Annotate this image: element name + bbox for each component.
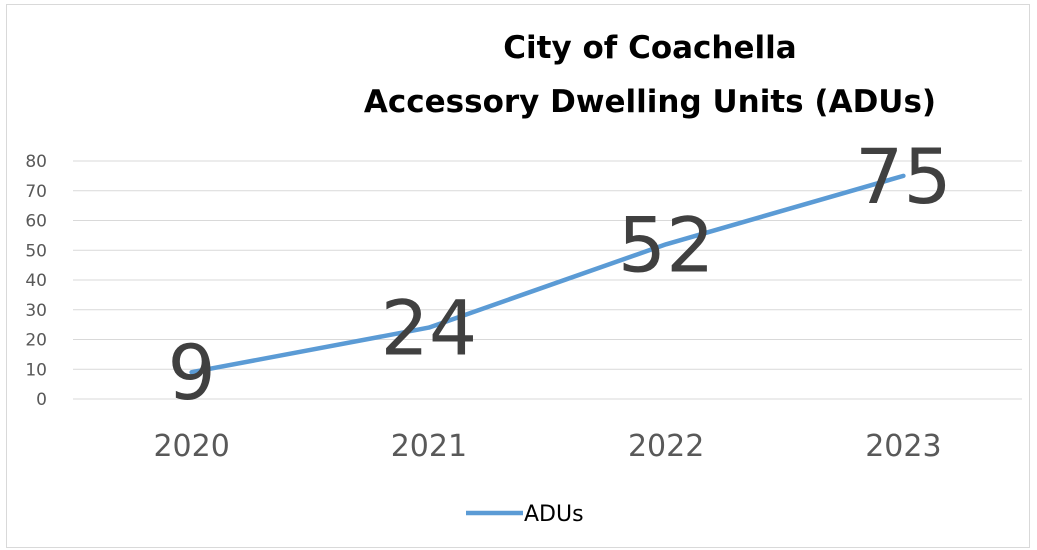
legend: ADUs	[466, 502, 584, 527]
chart-title: City of Coachella Accessory Dwelling Uni…	[364, 30, 936, 120]
y-tick-label-0: 0	[36, 390, 47, 410]
y-tick-label-20: 20	[25, 331, 47, 351]
x-axis: 2020 2021 2022 2023	[153, 429, 941, 464]
data-label-2021: 24	[381, 284, 478, 373]
x-tick-label-2022: 2022	[628, 429, 704, 464]
x-tick-label-2020: 2020	[153, 429, 229, 464]
legend-label-adus: ADUs	[524, 502, 584, 527]
data-label-2020: 9	[167, 328, 215, 417]
chart-frame	[6, 4, 1030, 548]
y-tick-label-70: 70	[25, 182, 47, 202]
y-tick-label-10: 10	[25, 360, 47, 380]
y-tick-label-50: 50	[25, 241, 47, 261]
series-line-adus	[189, 173, 906, 375]
series-layer	[189, 173, 906, 375]
chart-title-line-1: City of Coachella	[503, 30, 796, 66]
y-tick-label-30: 30	[25, 301, 47, 321]
y-tick-label-40: 40	[25, 271, 47, 291]
data-label-2023: 75	[855, 132, 952, 221]
data-labels: 9 24 52 75	[167, 132, 951, 417]
gridlines	[73, 160, 1022, 400]
x-tick-label-2021: 2021	[391, 429, 467, 464]
x-tick-label-2023: 2023	[865, 429, 941, 464]
data-label-2022: 52	[618, 200, 715, 289]
chart-title-line-2: Accessory Dwelling Units (ADUs)	[364, 84, 936, 120]
y-tick-label-60: 60	[25, 212, 47, 232]
y-tick-label-80: 80	[25, 152, 47, 172]
y-axis: 0 10 20 30 40 50 60 70 80	[25, 152, 47, 410]
